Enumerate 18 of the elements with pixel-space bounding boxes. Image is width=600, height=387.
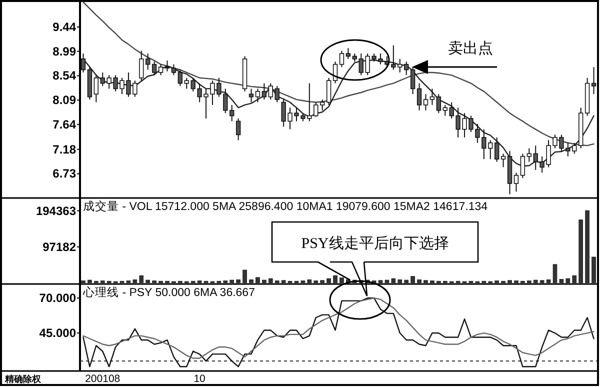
x-tick-label: 200108 — [85, 373, 120, 385]
y-tick-label: 8.54 — [52, 68, 76, 83]
y-tick-label: 194363 — [36, 204, 76, 218]
annotation: 成交量 - VOL 15712.000 5MA 25896.400 10MA1 19079.600 15MA2 14617.134 — [83, 199, 488, 213]
y-tick-label: 8.99 — [52, 44, 76, 58]
y-tick-label: 45.000 — [39, 326, 76, 340]
text: 精确除权 — [4, 374, 42, 384]
y-tick-label: 70.000 — [39, 291, 76, 306]
y-tick-label: 9.44 — [52, 20, 76, 34]
y-tick-label: 7.64 — [52, 117, 76, 132]
y-tick-label: 97182 — [42, 240, 76, 254]
y-tick-label: 7.18 — [52, 142, 76, 156]
annotation: PSY线走平后向下选择 — [301, 235, 449, 252]
y-tick-label: 6.73 — [52, 166, 76, 181]
annotation: 心理线 - PSY 50.000 6MA 36.667 — [82, 285, 255, 299]
x-tick-label: 10 — [194, 373, 206, 385]
annotation: 卖出点 — [448, 40, 493, 57]
y-tick-label: 8.09 — [52, 93, 76, 108]
